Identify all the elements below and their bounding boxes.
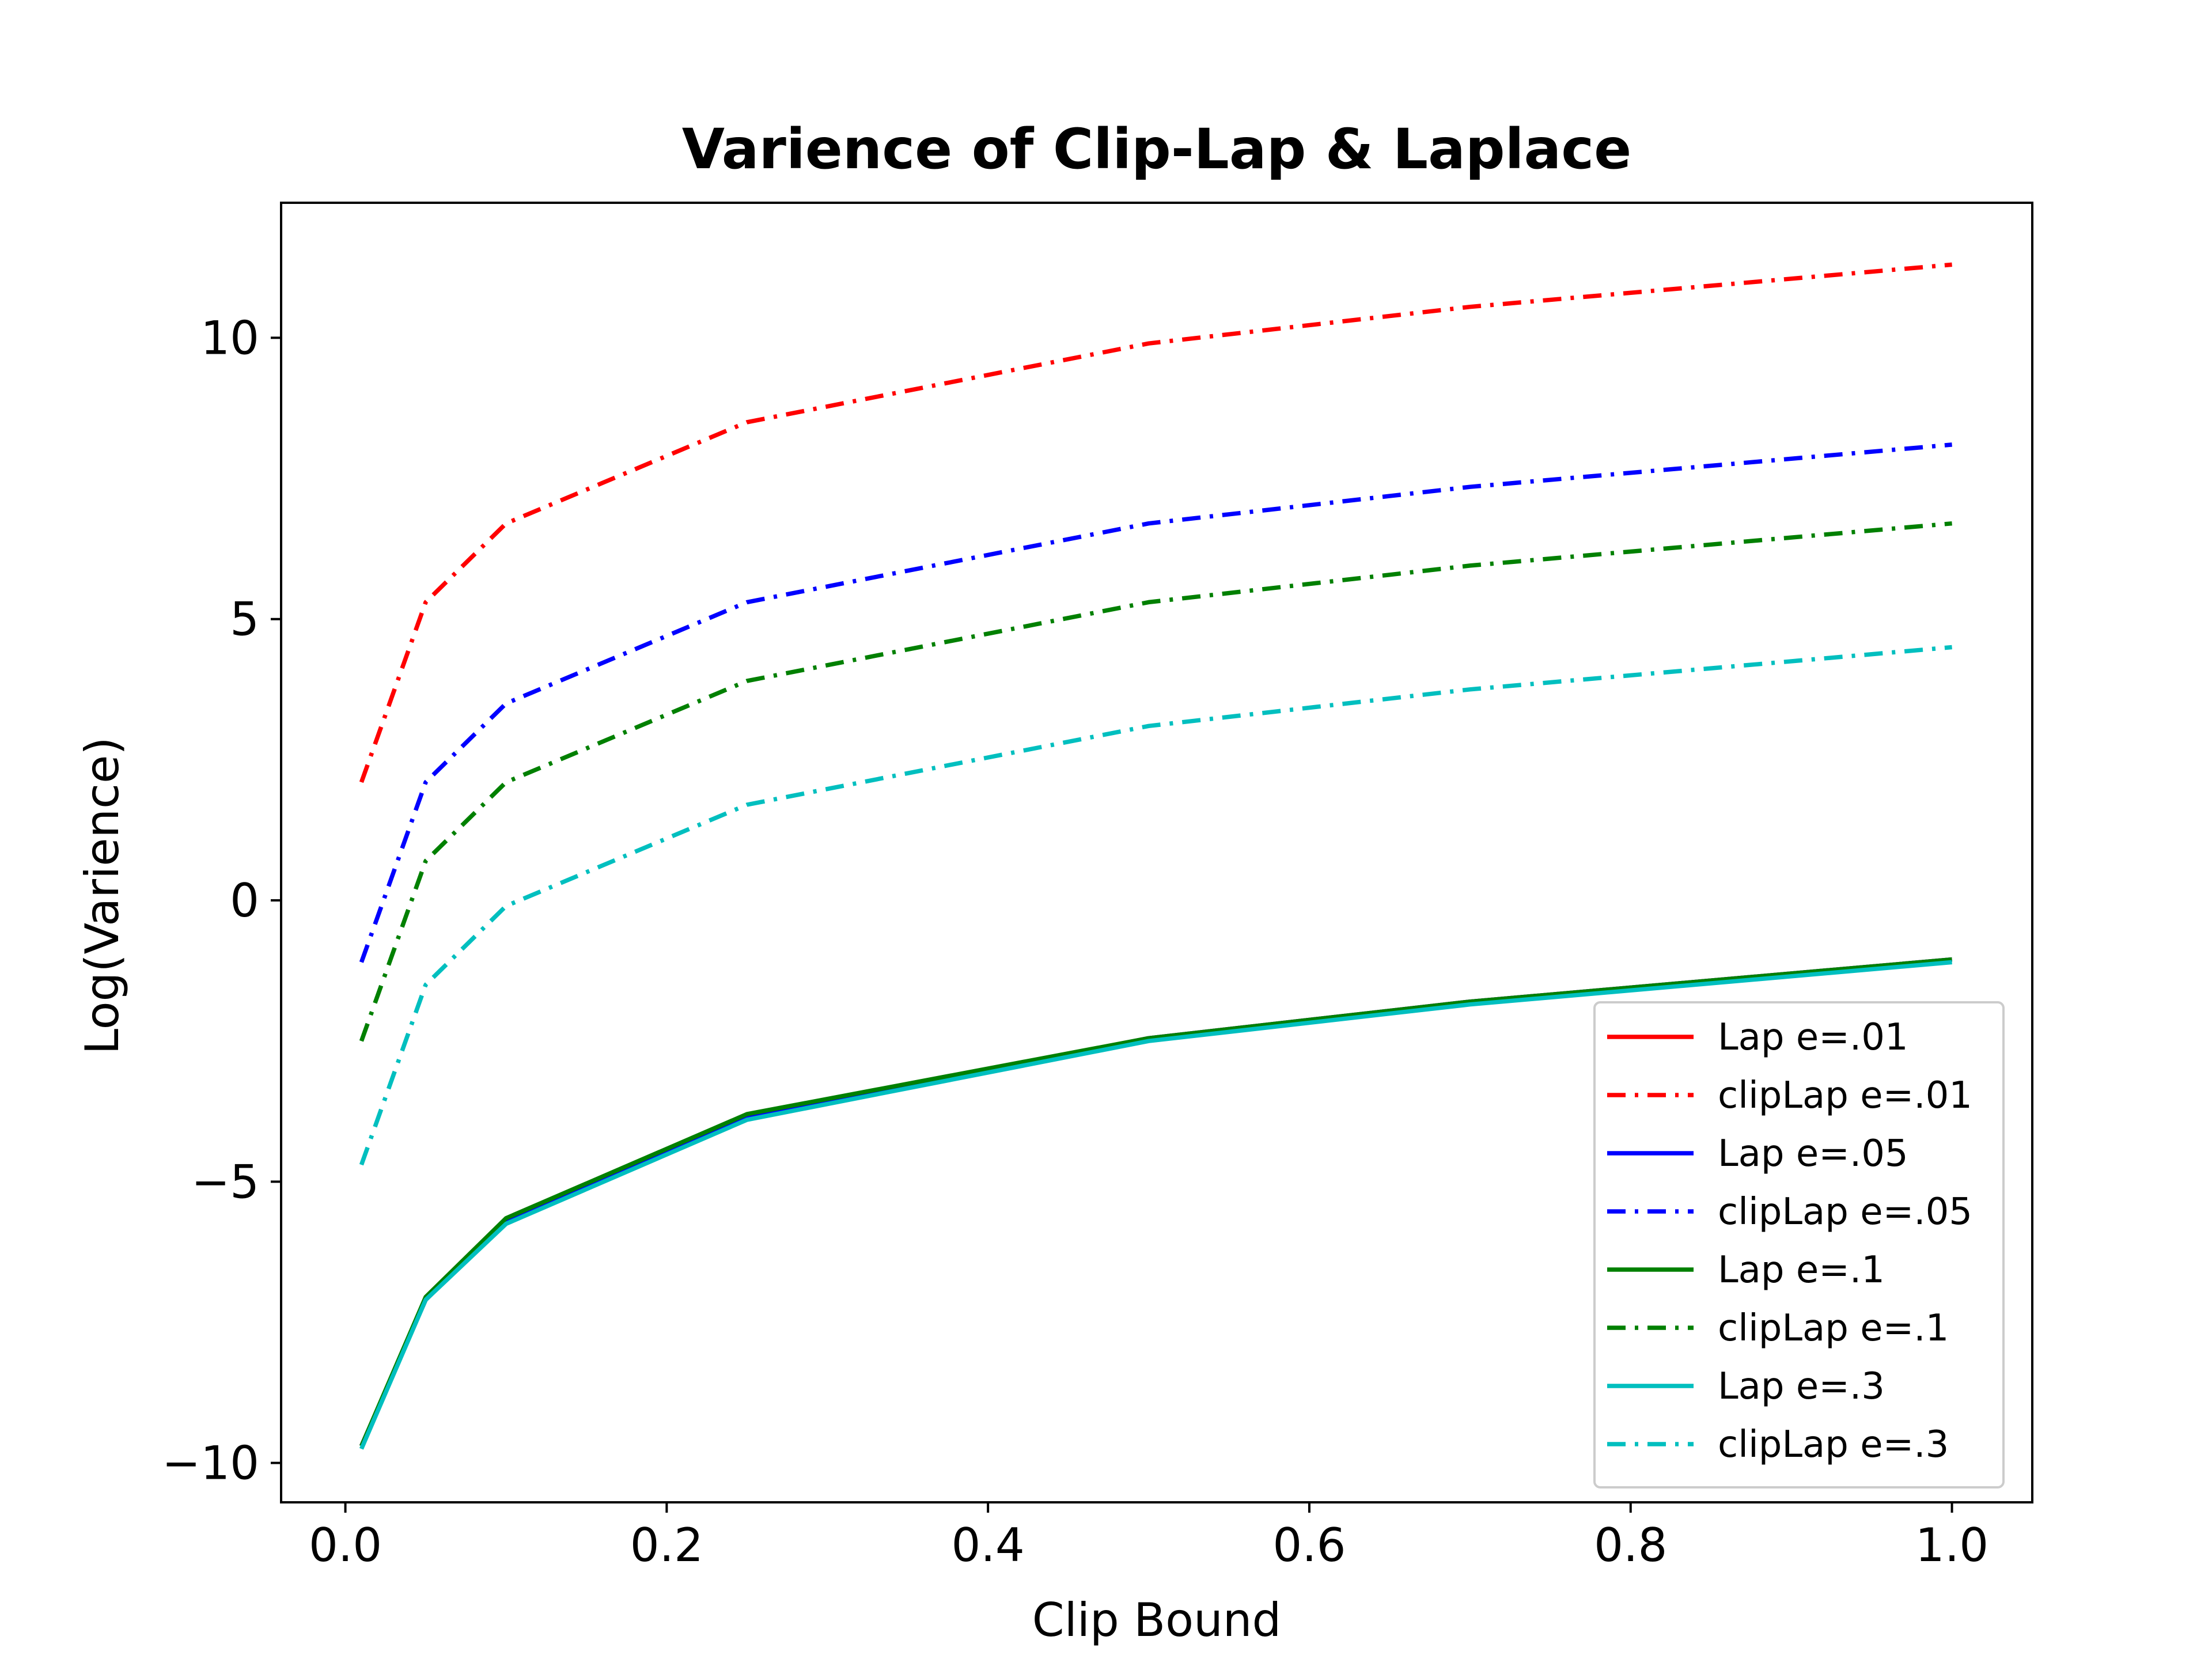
- x-tick-label: 1.0: [1915, 1518, 1988, 1572]
- plot-area: 0.0 0.2 0.4 0.6 0.8 1.0 −10 −5 0 5 10: [162, 202, 2033, 1572]
- legend-label: clipLap e=.1: [1718, 1307, 1949, 1350]
- x-tick-label: 0.6: [1272, 1518, 1346, 1572]
- series-line-6: [359, 960, 1952, 1450]
- legend-label: clipLap e=.05: [1718, 1191, 1972, 1233]
- legend-label: clipLap e=.3: [1718, 1423, 1949, 1466]
- plot-frame: [280, 202, 2033, 1503]
- chart-title: Varience of Clip-Lap & Laplace: [682, 117, 1632, 181]
- y-tick-label: −10: [162, 1437, 259, 1490]
- legend: Lap e=.01 clipLap e=.01 Lap e=.05 clipLap e…: [1593, 1001, 2005, 1488]
- series-line-1: [359, 262, 1952, 783]
- legend-box: [1593, 1001, 2005, 1488]
- legend-label: Lap e=.05: [1718, 1132, 1908, 1175]
- y-tick-label: 0: [230, 874, 259, 927]
- legend-label: Lap e=.01: [1718, 1016, 1908, 1059]
- legend-label: Lap e=.1: [1718, 1249, 1885, 1291]
- y-tick-label: −5: [191, 1155, 259, 1209]
- y-tick-label: 5: [230, 593, 259, 646]
- x-axis-label: Clip Bound: [1032, 1593, 1282, 1647]
- series-line-3: [359, 442, 1952, 963]
- x-tick-label: 0.0: [309, 1518, 382, 1572]
- y-axis-label: Log(Varience): [75, 737, 129, 1054]
- series-line-7: [359, 645, 1952, 1166]
- x-tick-label: 0.4: [952, 1518, 1025, 1572]
- y-tick-label: 10: [200, 311, 259, 365]
- legend-label: clipLap e=.01: [1718, 1074, 1972, 1117]
- series-line-5: [359, 521, 1952, 1042]
- x-tick-label: 0.8: [1594, 1518, 1667, 1572]
- legend-label: Lap e=.3: [1718, 1365, 1885, 1408]
- x-tick-label: 0.2: [630, 1518, 703, 1572]
